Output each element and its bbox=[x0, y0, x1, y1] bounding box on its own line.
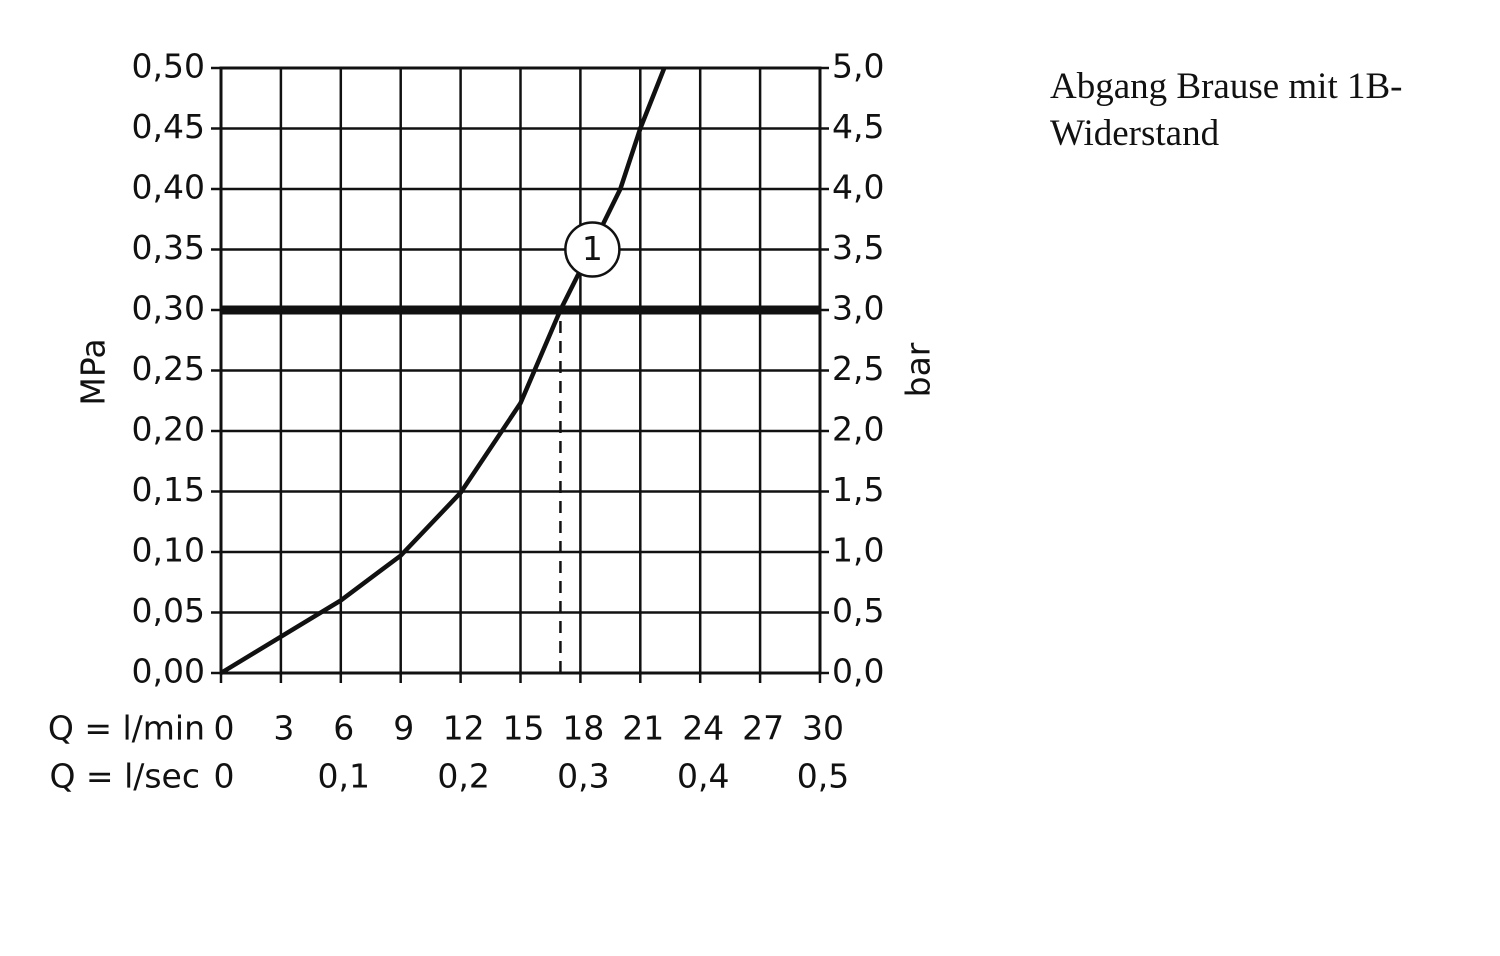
x-tick-label: 0 bbox=[214, 709, 235, 748]
x-tick-label: 3 bbox=[273, 709, 294, 748]
note-line: Widerstand bbox=[1050, 113, 1220, 154]
y-tick-label: 0,45 bbox=[132, 107, 205, 146]
y-tick-label: 0,20 bbox=[132, 410, 205, 449]
y2-tick-label: 4,5 bbox=[832, 107, 884, 146]
plot-frame bbox=[219, 66, 822, 675]
x2-tick-label: 0,4 bbox=[677, 757, 729, 796]
y-axis-label: MPa bbox=[74, 338, 113, 405]
y2-tick-label: 2,5 bbox=[832, 349, 884, 388]
x-tick-label: 21 bbox=[622, 709, 664, 748]
y2-tick-label: 1,5 bbox=[832, 470, 884, 509]
x-tick-label: 15 bbox=[503, 709, 545, 748]
y2-tick-label: 1,0 bbox=[832, 531, 884, 570]
y-tick-label: 0,50 bbox=[132, 47, 205, 86]
annotation-text: 1 bbox=[582, 229, 603, 268]
note-line: Abgang Brause mit 1B- bbox=[1050, 66, 1402, 107]
y-tick-label: 0,35 bbox=[132, 228, 205, 267]
y2-tick-label: 3,5 bbox=[832, 228, 884, 267]
x2-tick-label: 0,3 bbox=[557, 757, 609, 796]
y2-tick-label: 4,0 bbox=[832, 168, 884, 207]
x2-tick-label: 0,1 bbox=[318, 757, 370, 796]
curve bbox=[219, 67, 667, 675]
y-tick-label: 0,15 bbox=[132, 470, 205, 509]
y2-tick-label: 5,0 bbox=[832, 47, 884, 86]
y2-tick-label: 0,5 bbox=[832, 591, 884, 630]
x2-tick-label: 0,2 bbox=[437, 757, 489, 796]
x-tick-label: 18 bbox=[562, 709, 604, 748]
x-tick-label: 9 bbox=[393, 709, 414, 748]
y2-tick-label: 0,0 bbox=[832, 652, 884, 691]
y2-axis-label: bar bbox=[899, 342, 938, 397]
y-tick-label: 0,10 bbox=[132, 531, 205, 570]
x-tick-label: 24 bbox=[682, 709, 724, 748]
y2-tick-label: 2,0 bbox=[832, 410, 884, 449]
y-tick-label: 0,00 bbox=[132, 652, 205, 691]
x2-tick-label: 0,5 bbox=[797, 757, 849, 796]
x-tick-label: 27 bbox=[742, 709, 784, 748]
x2-axis-label: Q = l/sec bbox=[49, 757, 200, 796]
annotation-circle bbox=[564, 221, 621, 278]
y2-tick-label: 3,0 bbox=[832, 289, 884, 328]
x2-tick-label: 0 bbox=[214, 757, 235, 796]
y-tick-label: 0,25 bbox=[132, 349, 205, 388]
x-axis-label: Q = l/min bbox=[48, 709, 205, 748]
x-tick-label: 6 bbox=[333, 709, 354, 748]
y-tick-label: 0,40 bbox=[132, 168, 205, 207]
y-tick-label: 0,30 bbox=[132, 289, 205, 328]
x-tick-label: 12 bbox=[443, 709, 485, 748]
x-tick-label: 30 bbox=[802, 709, 844, 748]
y-tick-label: 0,05 bbox=[132, 591, 205, 630]
